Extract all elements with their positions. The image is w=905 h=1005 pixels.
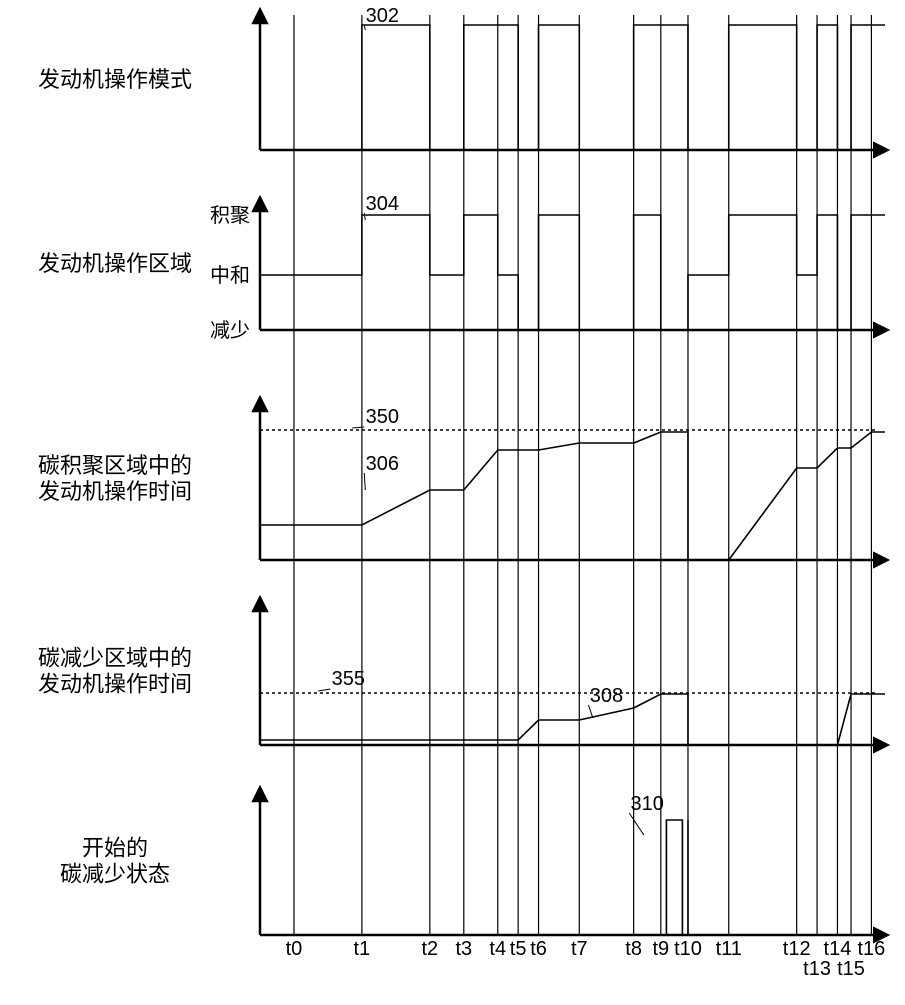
trace (260, 820, 885, 935)
x-tick-label: t14 (824, 938, 852, 960)
x-tick-label: t1 (354, 938, 371, 960)
callout-label: 302 (366, 5, 399, 27)
level-label: 减少 (210, 319, 250, 342)
row-label: 碳积聚区域中的 (38, 453, 192, 478)
callout-label: 304 (366, 193, 399, 215)
x-tick-label: t4 (489, 938, 506, 960)
threshold-label: 355 (332, 668, 365, 690)
x-tick-label: t9 (652, 938, 669, 960)
callout-label: 310 (631, 793, 664, 815)
callout-leader (629, 813, 644, 835)
diagram-svg: 发动机操作模式 302 发动机操作区域 积聚中和减少 304 碳积聚区域中的发动机操作时间… (0, 0, 905, 1000)
row-label: 发动机操作时间 (38, 672, 192, 697)
row-label: 发动机操作模式 (38, 67, 192, 92)
row-label: 碳减少区域中的 (38, 645, 192, 670)
callout-leader (364, 473, 365, 490)
x-tick-label: t7 (571, 938, 588, 960)
row-label: 开始的 (82, 835, 148, 860)
x-tick-label: t2 (421, 938, 438, 960)
x-tick-label: t0 (286, 938, 303, 960)
threshold-label: 350 (366, 406, 399, 428)
x-tick-label: t15 (837, 958, 865, 980)
x-tick-label: t5 (510, 938, 527, 960)
trace (260, 25, 885, 150)
x-tick-label: t6 (530, 938, 547, 960)
timing-diagram: 发动机操作模式 302 发动机操作区域 积聚中和减少 304 碳积聚区域中的发动机操作时间… (0, 0, 905, 1000)
callout-label: 306 (366, 453, 399, 475)
x-tick-label: t13 (803, 958, 831, 980)
x-tick-label: t16 (858, 938, 886, 960)
x-tick-label: t11 (716, 938, 742, 960)
level-label: 中和 (210, 264, 250, 287)
x-tick-label: t3 (455, 938, 472, 960)
x-tick-label: t8 (625, 938, 642, 960)
callout-label: 308 (590, 685, 623, 707)
trace (260, 432, 885, 560)
trace (260, 694, 885, 745)
level-label: 积聚 (210, 204, 250, 227)
threshold-leader (318, 689, 330, 691)
trace (260, 215, 885, 330)
x-tick-label: t12 (783, 938, 811, 960)
row-label: 碳减少状态 (60, 862, 170, 887)
row-label: 发动机操作区域 (38, 251, 192, 276)
x-tick-label: t10 (674, 938, 702, 960)
row-label: 发动机操作时间 (38, 479, 192, 504)
